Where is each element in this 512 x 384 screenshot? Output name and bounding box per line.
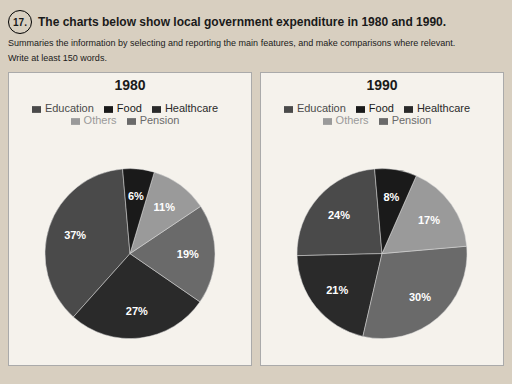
svg-text:21%: 21% xyxy=(326,284,348,296)
html-text:The charts below show local go: The charts below show local government e… xyxy=(38,15,447,29)
html-text:Pension: Pension xyxy=(391,114,432,126)
html-text:Others: Others xyxy=(83,114,117,126)
svg-text:19%: 19% xyxy=(177,248,199,260)
html-text:Education: Education xyxy=(44,102,94,114)
html-text:Healthcare: Healthcare xyxy=(416,102,471,114)
html-text:Healthcare: Healthcare xyxy=(164,102,219,114)
svg-text:8%: 8% xyxy=(383,191,399,203)
html-text:Food: Food xyxy=(116,102,142,114)
html-text:1980: 1980 xyxy=(114,77,146,93)
html-text:Others: Others xyxy=(335,114,369,126)
svg-text:30%: 30% xyxy=(409,291,431,303)
svg-text:27%: 27% xyxy=(126,305,148,317)
svg-text:37%: 37% xyxy=(64,229,86,241)
html-text:Education: Education xyxy=(296,102,346,114)
html-text:Summaries the information by s: Summaries the information by selecting a… xyxy=(8,38,456,48)
svg-text:24%: 24% xyxy=(328,209,350,221)
html-text:Food: Food xyxy=(368,102,394,114)
svg-text:6%: 6% xyxy=(128,190,144,202)
html-text:1990: 1990 xyxy=(366,77,398,93)
svg-text:11%: 11% xyxy=(154,201,176,213)
html-text:17.: 17. xyxy=(13,16,27,28)
html-text:Write at least 150 words.: Write at least 150 words. xyxy=(8,53,107,63)
svg-text:17%: 17% xyxy=(418,214,440,226)
html-text:Pension: Pension xyxy=(139,114,180,126)
